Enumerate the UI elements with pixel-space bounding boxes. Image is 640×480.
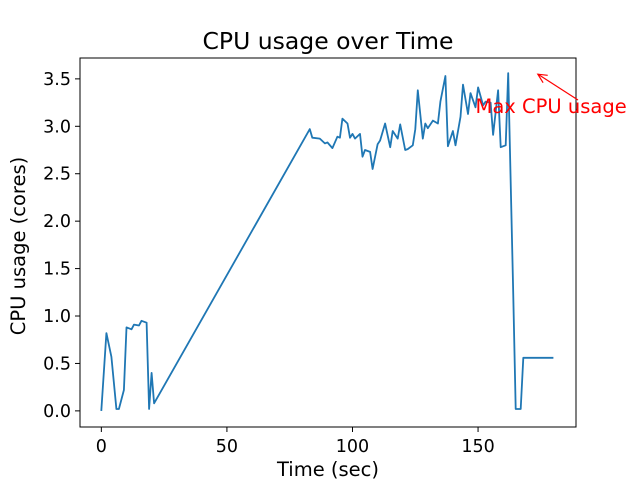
x-tick-label: 100 <box>336 437 369 457</box>
y-tick-label: 3.5 <box>43 70 71 90</box>
annotation-arrow-head <box>536 73 548 84</box>
x-tick-label: 0 <box>96 437 107 457</box>
annotation-arrow-line <box>537 73 579 101</box>
x-tick-label: 150 <box>461 437 494 457</box>
y-tick-label: 0.0 <box>43 402 71 422</box>
y-tick-label: 2.5 <box>43 165 71 185</box>
y-tick-label: 0.5 <box>43 354 71 374</box>
plot-frame <box>79 57 577 428</box>
chart-title: CPU usage over Time <box>202 27 453 55</box>
y-axis-label: CPU usage (cores) <box>7 157 30 336</box>
annotation-label: Max CPU usage <box>476 95 627 118</box>
y-tick-label: 1.0 <box>43 307 71 327</box>
x-axis-label: Time (sec) <box>276 458 379 480</box>
y-tick-label: 3.0 <box>43 117 71 137</box>
y-tick-label: 2.0 <box>43 212 71 232</box>
y-tick-label: 1.5 <box>43 260 71 280</box>
x-tick-label: 50 <box>216 437 238 457</box>
series-line <box>100 72 554 411</box>
